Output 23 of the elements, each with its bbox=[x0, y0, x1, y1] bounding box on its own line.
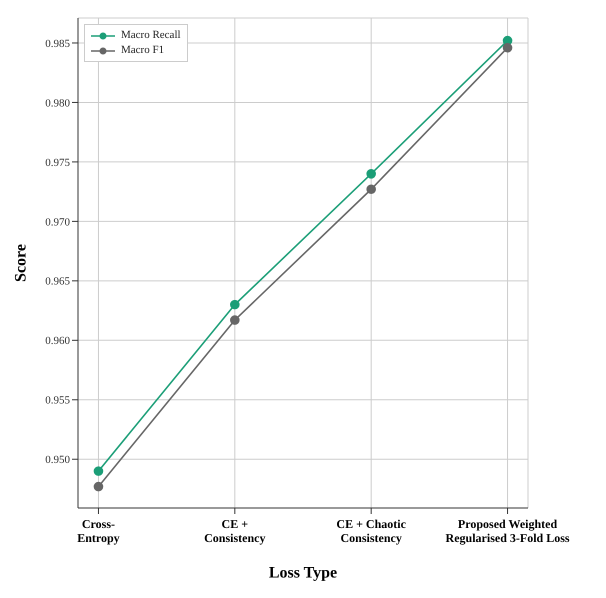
legend-label: Macro F1 bbox=[121, 43, 164, 58]
y-tick-label: 0.985 bbox=[45, 38, 70, 50]
x-tick-label: Cross- Entropy bbox=[77, 517, 120, 545]
x-tick-label: Proposed Weighted Regularised 3-Fold Loss bbox=[446, 517, 570, 545]
point bbox=[230, 300, 240, 310]
y-tick-label: 0.960 bbox=[45, 335, 70, 348]
y-tick-label: 0.980 bbox=[45, 97, 70, 110]
y-tick-label: 0.955 bbox=[45, 394, 70, 407]
y-axis-title: Score bbox=[12, 244, 30, 282]
y-tick-label: 0.975 bbox=[45, 156, 70, 169]
point bbox=[94, 466, 104, 476]
point bbox=[230, 315, 240, 325]
y-tick-label: 0.970 bbox=[45, 216, 70, 228]
y-tick-label: 0.950 bbox=[45, 454, 70, 466]
point bbox=[94, 482, 104, 492]
point bbox=[366, 184, 376, 194]
x-axis-title: Loss Type bbox=[268, 564, 338, 582]
y-tick-label: 0.965 bbox=[45, 276, 70, 288]
x-tick-label: CE + Chaotic Consistency bbox=[336, 517, 407, 545]
point bbox=[366, 169, 376, 179]
legend-label: Macro Recall bbox=[121, 28, 181, 43]
point bbox=[502, 42, 512, 53]
x-tick-label: CE + Consistency bbox=[204, 517, 266, 545]
